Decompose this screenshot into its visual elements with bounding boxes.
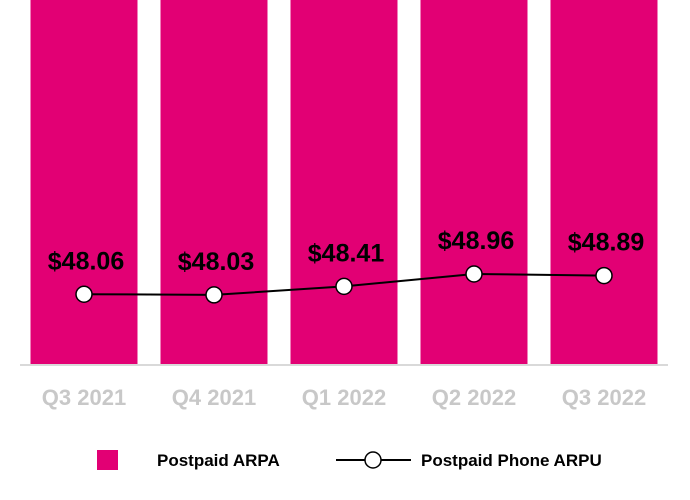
bar-q2-2022 xyxy=(420,0,528,365)
legend-label-postpaid-phone-arpu: Postpaid Phone ARPU xyxy=(421,451,602,470)
line-point-q4-2021 xyxy=(205,286,223,304)
line-point-q2-2022 xyxy=(465,265,483,283)
x-axis-tick-labels: Q3 2021 Q4 2021 Q1 2022 Q2 2022 Q3 2022 xyxy=(42,385,646,410)
line-value-label-q3-2022: $48.89 xyxy=(568,229,644,257)
line-point-q1-2022 xyxy=(335,277,353,296)
line-value-label-q1-2022: $48.41 xyxy=(308,239,385,267)
line-data-labels: $48.06 $48.03 $48.41 $48.96 $48.89 xyxy=(48,227,644,276)
x-tick-label-q4-2021: Q4 2021 xyxy=(172,385,256,410)
line-value-label-q3-2021: $48.06 xyxy=(48,247,124,275)
line-value-label-q2-2022: $48.96 xyxy=(438,227,514,255)
bar-q4-2021 xyxy=(160,0,268,366)
line-point-q3-2022 xyxy=(595,266,613,285)
legend-swatch-postpaid-arpa xyxy=(97,450,118,470)
bar-q3-2021 xyxy=(30,0,138,365)
x-tick-label-q3-2022: Q3 2022 xyxy=(562,385,646,410)
bar-q3-2022 xyxy=(550,0,658,365)
line-point-q3-2021 xyxy=(75,285,93,303)
bar-series xyxy=(30,0,658,366)
line-value-label-q4-2021: $48.03 xyxy=(178,248,254,276)
x-tick-label-q3-2021: Q3 2021 xyxy=(42,385,126,410)
line-series xyxy=(75,265,613,304)
x-tick-label-q2-2022: Q2 2022 xyxy=(432,385,516,410)
legend-marker-postpaid-phone-arpu xyxy=(364,451,382,469)
bar-q1-2022 xyxy=(290,0,398,366)
legend-label-postpaid-arpa: Postpaid ARPA xyxy=(157,451,280,470)
x-tick-label-q1-2022: Q1 2022 xyxy=(302,385,386,410)
legend: Postpaid ARPA Postpaid Phone ARPU xyxy=(97,450,602,470)
